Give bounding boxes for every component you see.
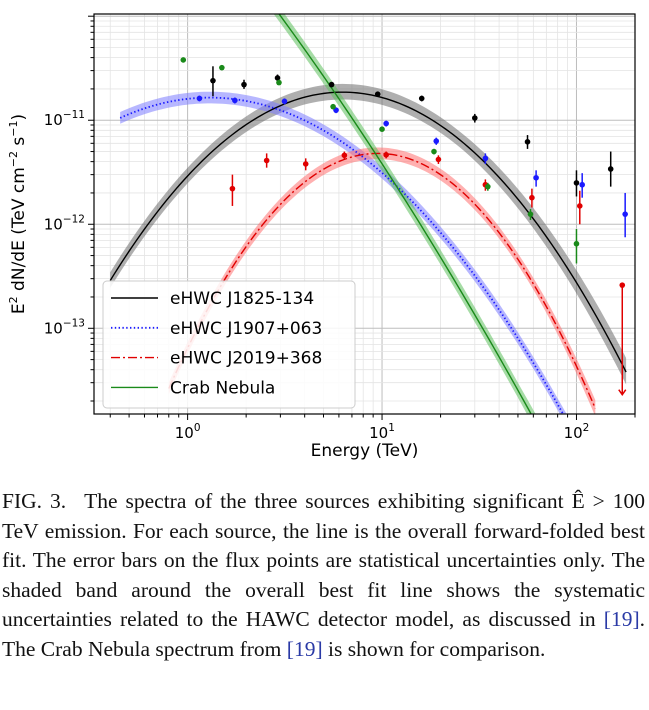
flux-point — [210, 77, 216, 84]
flux-point — [472, 115, 478, 121]
flux-point — [622, 211, 628, 217]
flux-point — [527, 211, 534, 217]
flux-point — [529, 194, 535, 201]
flux-point — [485, 183, 491, 190]
caption-math: Ê > 100 TeV — [2, 489, 646, 543]
flux-point — [263, 157, 270, 164]
legend-box — [102, 280, 356, 409]
caption-text: emission. For each source, the line is t… — [2, 518, 645, 632]
legend-label: Crab Nebula — [170, 378, 275, 398]
legend-label: eHWC J2019+368 — [170, 349, 322, 369]
flux-point — [281, 98, 288, 105]
caption-text: is shown for comparison. — [322, 636, 546, 661]
x-axis-label: Energy (TeV) — [311, 441, 419, 461]
flux-point — [431, 148, 437, 155]
flux-point — [276, 79, 282, 86]
flux-point — [482, 155, 489, 162]
legend-label: eHWC J1825-134 — [170, 289, 314, 309]
fit-line — [278, 14, 532, 414]
caption-text: The spectra of the three sources exhibit… — [84, 489, 572, 513]
flux-point — [328, 81, 335, 88]
fit-line — [109, 91, 627, 373]
flux-point — [433, 138, 440, 144]
caption-label: FIG. 3. — [2, 489, 67, 513]
flux-point — [383, 152, 389, 158]
spectra-figure: 100 101 102 10−11 10−12 10−13 Energy (TeV) E2… — [7, 13, 636, 461]
legend: eHWC J1825-134 eHWC J1907+063 eHWC J2019+3… — [102, 280, 356, 409]
flux-point — [274, 75, 281, 81]
flux-point — [579, 181, 585, 188]
caption-text: . The Crab Nebula spectrum from — [2, 607, 645, 661]
systematic-band — [168, 147, 596, 414]
flux-point — [607, 166, 614, 172]
plot-frame — [93, 13, 636, 415]
flux-point — [330, 103, 336, 110]
flux-point — [573, 180, 580, 186]
flux-point — [435, 156, 442, 163]
upper-limit-arrow — [618, 389, 627, 396]
flux-point — [196, 95, 203, 102]
citation-link[interactable]: [19] — [603, 607, 640, 632]
grid-lines — [94, 14, 636, 414]
systematic-band — [273, 14, 536, 414]
y-tick-label: 10−13 — [44, 317, 85, 337]
flux-point — [341, 152, 348, 159]
x-tick-label: 102 — [564, 422, 590, 442]
axis-ticks: 100 101 102 10−11 10−12 10−13 — [44, 15, 636, 442]
y-axis-label: E2 dN/dE (TeV cm−2 s−1) — [7, 114, 29, 314]
flux-point — [241, 81, 247, 88]
systematic-bands — [110, 14, 627, 414]
best-fit-lines — [109, 14, 627, 414]
flux-point — [524, 139, 531, 145]
flux-point — [619, 282, 626, 288]
flux-point — [219, 64, 225, 71]
flux-point — [374, 91, 381, 97]
x-tick-label: 100 — [175, 422, 201, 442]
flux-point — [533, 174, 539, 181]
fit-line — [168, 152, 596, 409]
flux-points — [180, 57, 628, 396]
flux-point — [379, 126, 385, 132]
flux-point — [229, 185, 236, 192]
y-tick-label: 10−11 — [44, 109, 85, 129]
flux-point — [232, 97, 238, 104]
flux-point — [418, 95, 425, 102]
x-tick-label: 101 — [369, 422, 395, 442]
flux-point — [180, 57, 187, 63]
flux-point — [573, 240, 580, 247]
legend-label: eHWC J1907+063 — [170, 319, 322, 339]
flux-point — [383, 120, 389, 127]
y-tick-label: 10−12 — [44, 213, 85, 233]
fit-line — [119, 96, 565, 414]
citation-link[interactable]: [19] — [286, 636, 323, 661]
flux-point — [302, 161, 309, 167]
flux-point — [576, 203, 583, 209]
figure-caption: FIG. 3. The spectra of the three sources … — [2, 487, 645, 665]
